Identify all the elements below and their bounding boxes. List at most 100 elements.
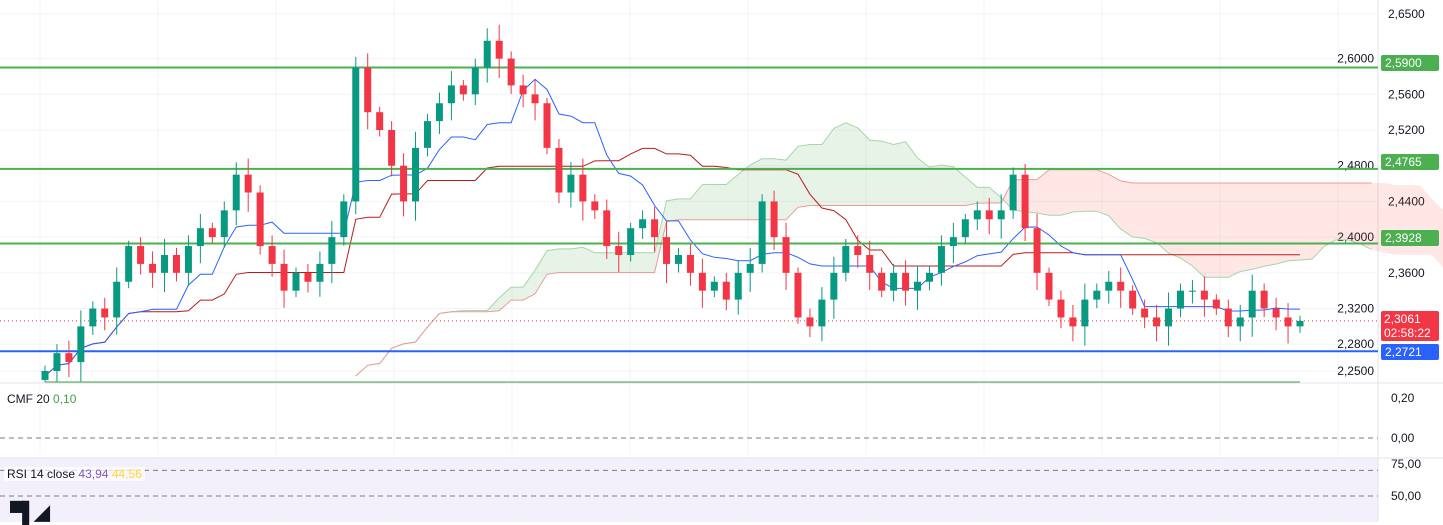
ichimoku-cloud-segment	[989, 187, 1002, 204]
candle-body	[1033, 228, 1041, 273]
candle-body	[65, 353, 73, 363]
candle-body	[459, 85, 467, 95]
candle-body	[172, 254, 180, 273]
ichimoku-cloud-segment	[642, 252, 655, 273]
ichimoku-cloud-segment	[666, 198, 679, 222]
candle-body	[674, 254, 682, 264]
candle-body	[854, 246, 862, 255]
ichimoku-cloud-segment	[1359, 183, 1372, 250]
candle-body	[758, 201, 766, 264]
candle-body	[698, 272, 706, 291]
candle-body	[734, 272, 742, 300]
cmf-value: 0,10	[53, 392, 77, 406]
candle-body	[1272, 308, 1280, 318]
ichimoku-cloud-segment	[1132, 183, 1145, 239]
indicator-tick: 75,00	[1391, 457, 1421, 471]
ichimoku-cloud-segment	[1168, 183, 1181, 259]
candle-body	[388, 130, 396, 166]
candle-body	[615, 246, 623, 255]
price-tick: 2,2800	[1337, 337, 1374, 351]
candle-body	[125, 246, 133, 282]
candle-body	[890, 272, 898, 291]
ichimoku-cloud-segment	[1216, 183, 1229, 278]
candle-body	[639, 219, 647, 229]
level-tag-22721: 2,2721	[1381, 344, 1439, 360]
ichimoku-cloud-segment	[630, 252, 643, 273]
ichimoku-cloud-segment	[1037, 169, 1049, 216]
price-tick: 2,3600	[1388, 266, 1425, 280]
ichimoku-cloud-segment	[1323, 183, 1336, 247]
candle-body	[435, 103, 443, 122]
rsi-pane-bg	[0, 458, 1378, 522]
ichimoku-cloud-segment	[499, 287, 512, 311]
rsi-legend: RSI 14 close 43,94 44,56	[4, 467, 145, 481]
candle-body	[1296, 320, 1304, 327]
candle-body	[364, 67, 372, 113]
candle-body	[304, 272, 312, 282]
candle-body	[567, 174, 575, 193]
candle-body	[161, 254, 169, 273]
candle-body	[961, 219, 969, 238]
candle-body	[997, 210, 1005, 220]
candle-body	[866, 254, 874, 273]
candle-body	[1212, 299, 1220, 309]
candle-body	[519, 85, 527, 95]
candle-body	[1188, 290, 1196, 292]
ichimoku-cloud-segment	[1311, 183, 1324, 260]
candle-body	[1045, 272, 1053, 300]
ichimoku-cloud-segment	[809, 144, 822, 206]
ichimoku-cloud-segment	[570, 247, 583, 273]
candle-body	[101, 308, 109, 318]
ichimoku-cloud-segment	[1108, 174, 1121, 230]
candle-body	[232, 174, 240, 211]
candle-body	[53, 353, 61, 371]
ichimoku-cloud-segment	[678, 198, 691, 220]
tenkan-line	[44, 78, 1300, 377]
candle-body	[806, 317, 814, 327]
candle-body	[184, 246, 192, 273]
candle-body	[710, 281, 718, 291]
tradingview-logo: ▀▌◢	[10, 502, 50, 524]
candle-body	[483, 40, 491, 68]
ichimoku-cloud-segment	[1252, 183, 1265, 270]
ichimoku-cloud-segment	[905, 141, 918, 206]
candle-body	[531, 94, 539, 104]
ichimoku-cloud-segment	[1240, 183, 1253, 272]
candle-body	[1176, 290, 1184, 309]
candle-body	[471, 67, 479, 95]
candle-body	[925, 272, 933, 282]
candle-body	[794, 272, 802, 318]
ichimoku-cloud-segment	[1060, 169, 1073, 216]
candle-body	[292, 272, 300, 291]
candle-body	[555, 147, 563, 193]
candle-body	[1117, 281, 1125, 291]
last-price-tag: 2,3061 02:58:22	[1381, 311, 1439, 341]
ichimoku-cloud-segment	[833, 122, 846, 206]
candle-body	[985, 210, 993, 220]
candle-body	[41, 371, 49, 380]
ichimoku-cloud-segment	[869, 140, 882, 206]
ichimoku-cloud-segment	[1049, 169, 1061, 216]
ichimoku-cloud-segment	[845, 122, 858, 206]
candle-body	[89, 308, 97, 327]
bar-countdown: 02:58:22	[1384, 326, 1431, 340]
ichimoku-cloud-segment	[738, 165, 751, 220]
candle-body	[196, 228, 204, 247]
candle-body	[1284, 317, 1292, 327]
candle-body	[328, 237, 336, 264]
candle-body	[1069, 317, 1077, 327]
ichimoku-cloud-segment	[1347, 183, 1360, 244]
ichimoku-cloud-segment	[1204, 183, 1217, 278]
price-tick: 2,4000	[1337, 230, 1374, 244]
ichimoku-cloud-segment	[1276, 183, 1289, 264]
candle-body	[937, 246, 945, 273]
price-tick: 2,6000	[1337, 52, 1374, 66]
rsi-title: RSI 14 close	[7, 467, 76, 481]
ichimoku-cloud-segment	[1120, 180, 1133, 238]
indicator-tick: 50,00	[1391, 489, 1421, 503]
candle-body	[495, 40, 503, 59]
ichimoku-cloud-segment	[881, 141, 894, 206]
candle-body	[1248, 290, 1256, 318]
ichimoku-cloud-segment	[857, 127, 870, 206]
